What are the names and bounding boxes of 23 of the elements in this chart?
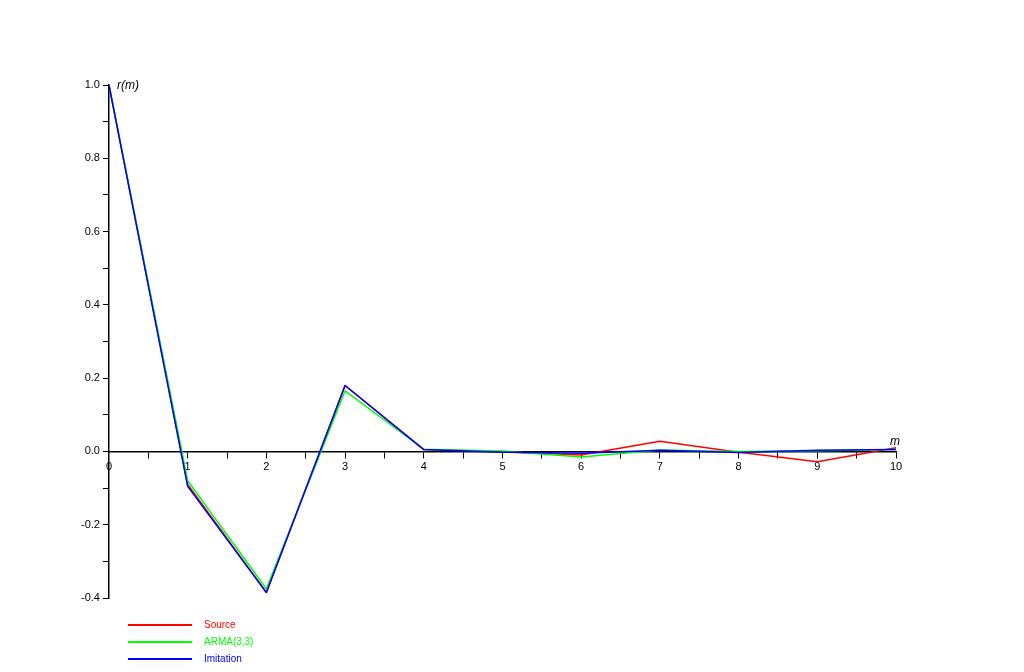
y-tick-label: -0.4 (80, 591, 100, 604)
y-tick-label: 0.0 (84, 444, 100, 457)
x-tick-label: 3 (342, 460, 349, 473)
x-tick-label: 5 (499, 460, 506, 473)
y-axis-title: r(m) (116, 78, 139, 93)
x-tick-label: 4 (420, 460, 427, 473)
x-tick-label: 6 (578, 460, 585, 473)
y-tick-label: 0.4 (84, 297, 100, 310)
x-tick-label: 10 (889, 460, 903, 473)
text: Source (204, 618, 236, 632)
x-tick-label: 9 (814, 460, 821, 473)
y-tick-label: 0.2 (84, 371, 100, 384)
y-tick-label: -0.2 (80, 517, 100, 530)
y-tick-label: 1.0 (84, 78, 100, 91)
text: Imitation (204, 652, 242, 666)
x-tick-label: 7 (656, 460, 663, 473)
x-tick-label: 1 (184, 460, 191, 473)
y-tick-label: 0.8 (84, 151, 100, 164)
x-tick-label: 2 (263, 460, 270, 473)
x-tick-label: 8 (735, 460, 742, 473)
y-tick-label: 0.6 (84, 224, 100, 237)
text: ARMA(3,3) (204, 635, 254, 649)
x-axis-title: m (890, 433, 900, 448)
